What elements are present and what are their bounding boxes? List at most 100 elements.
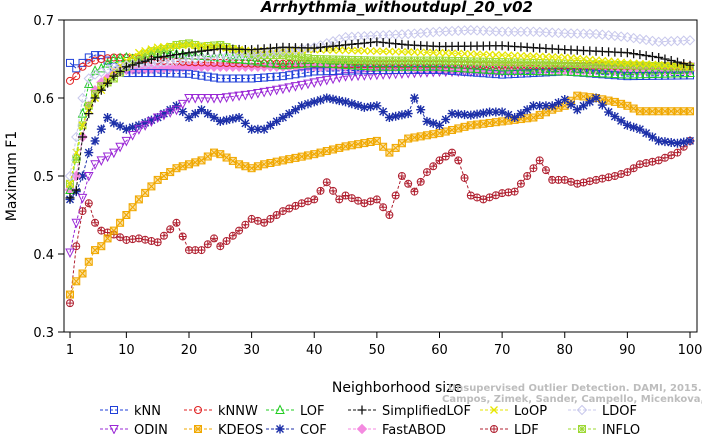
data-point-lof	[622, 68, 633, 79]
data-point-ldof	[647, 35, 658, 47]
series-line-ldof	[69, 29, 691, 177]
data-point-cof	[322, 93, 332, 103]
legend-marker-knnw	[194, 406, 202, 414]
data-point-ldf	[235, 226, 244, 235]
data-point-knn	[147, 69, 156, 78]
data-point-lof	[372, 61, 382, 71]
data-point-loop	[573, 54, 582, 63]
data-point-simplifiedlof	[685, 60, 695, 70]
data-point-cof	[635, 124, 645, 134]
data-point-cof	[622, 120, 632, 130]
data-point-loop	[592, 56, 601, 65]
data-point-inflo	[72, 154, 81, 163]
data-point-cof	[165, 105, 175, 115]
data-point-lof	[534, 65, 545, 76]
data-point-ldf	[172, 218, 181, 227]
data-point-loop	[485, 50, 494, 59]
data-point-ldf	[141, 235, 150, 244]
x-tick-label: 1	[66, 343, 74, 358]
x-tick-label: 60	[431, 343, 448, 358]
data-point-loop	[441, 49, 450, 57]
data-point-simplifiedlof	[115, 66, 125, 76]
data-point-odin	[77, 193, 88, 204]
data-point-odin	[177, 99, 188, 110]
data-point-kdeos	[109, 226, 118, 235]
data-point-simplifiedlof	[209, 45, 219, 55]
data-point-cof	[472, 109, 482, 119]
data-point-kdeos	[116, 218, 125, 227]
data-point-ldf	[222, 237, 231, 245]
data-point-loop	[654, 60, 663, 69]
data-point-knnw	[216, 58, 225, 67]
data-point-simplifiedlof	[190, 47, 200, 57]
data-point-cof	[284, 109, 294, 119]
data-point-loop	[410, 48, 419, 57]
legend-item-knnw: kNNW	[184, 404, 258, 419]
data-point-ldf	[642, 159, 651, 167]
data-point-cof	[84, 148, 94, 158]
data-point-lof	[497, 65, 507, 75]
data-point-simplifiedlof	[84, 109, 94, 119]
series-line-fastabod	[69, 66, 690, 191]
data-point-lof	[397, 61, 407, 71]
watermark-line-1: Unsupervised Outlier Detection. DAMI, 20…	[448, 383, 702, 394]
data-point-ldf	[397, 172, 406, 180]
data-point-loop	[642, 60, 651, 69]
data-point-ldf	[567, 177, 576, 186]
data-point-odin	[96, 156, 107, 167]
data-point-lof	[553, 65, 564, 76]
data-point-lof	[284, 59, 295, 69]
data-point-loop	[516, 51, 525, 60]
legend-label-kdeos: KDEOS	[218, 423, 263, 434]
legend-marker-ldf	[490, 425, 498, 433]
data-point-lof	[547, 65, 558, 76]
data-point-knn	[347, 66, 356, 75]
legend-item-ldof: LDOF	[568, 404, 637, 419]
data-point-ldf	[429, 162, 438, 171]
data-point-simplifiedlof	[103, 78, 113, 88]
data-point-cof	[178, 107, 188, 117]
data-point-loop	[598, 56, 607, 65]
data-point-cof	[128, 122, 138, 132]
x-tick-label: 30	[243, 343, 260, 358]
data-point-lof	[465, 63, 476, 73]
data-point-odin	[253, 89, 263, 99]
watermark-line-2: Campos, Zimek, Sander, Campello, Micenko…	[442, 394, 702, 405]
data-point-loop	[172, 41, 181, 50]
data-point-cof	[679, 137, 689, 147]
legend-label-loop: LoOP	[514, 404, 547, 419]
data-point-loop	[529, 52, 538, 61]
data-point-lof	[83, 78, 94, 88]
data-point-knnw	[103, 54, 112, 63]
data-point-cof	[103, 113, 113, 122]
data-point-loop	[504, 51, 513, 60]
data-point-ldf	[592, 175, 601, 184]
data-point-lof	[353, 60, 363, 70]
data-point-odin	[127, 131, 138, 141]
data-point-ldf	[422, 168, 431, 177]
data-point-ldof	[684, 35, 696, 46]
data-point-ldf	[316, 186, 325, 195]
data-point-lof	[672, 67, 683, 78]
data-point-lof	[440, 61, 451, 72]
data-point-cof	[597, 100, 607, 110]
data-point-lof	[96, 62, 107, 73]
data-point-lof	[459, 62, 470, 73]
data-point-odin	[171, 105, 182, 116]
data-point-lof	[447, 61, 457, 72]
data-point-cof	[209, 113, 219, 122]
data-point-cof	[579, 101, 589, 111]
data-point-lof	[428, 61, 439, 71]
legend-marker-simplifiedlof	[357, 405, 367, 415]
data-point-simplifiedlof	[184, 48, 194, 58]
data-point-knn	[84, 53, 93, 62]
data-point-ldf	[448, 148, 457, 157]
data-point-cof	[453, 109, 463, 119]
data-point-odin	[184, 94, 194, 104]
data-point-lof	[334, 58, 345, 69]
legend-marker-kdeos	[194, 425, 202, 433]
data-point-cof	[159, 109, 169, 119]
data-point-simplifiedlof	[171, 50, 181, 60]
data-point-knn	[141, 69, 150, 78]
data-point-cof	[234, 113, 244, 122]
